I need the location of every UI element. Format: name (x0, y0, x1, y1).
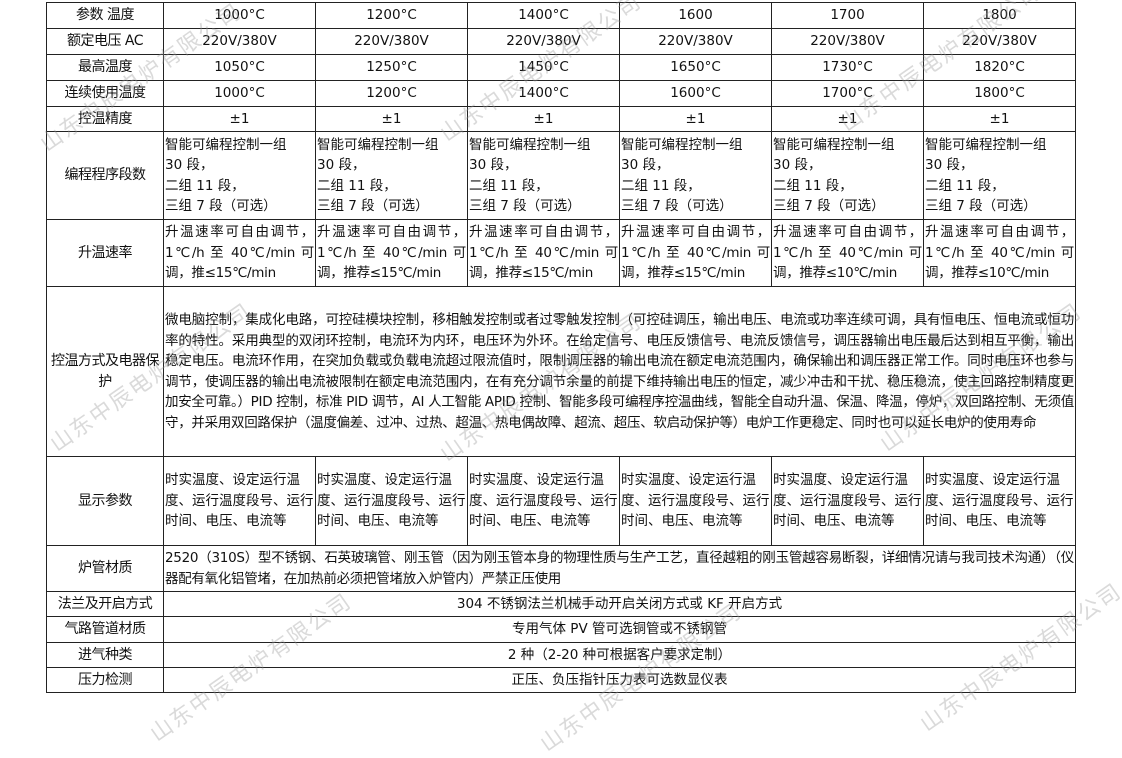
table-cell: 升温速率可自由调节，1℃/h 至 40℃/min 可调，推荐≤15℃/min (467, 219, 620, 287)
row-label: 炉管材质 (46, 545, 164, 592)
table-cell: 220V/380V (163, 28, 316, 55)
table-cell: 1450°C (467, 54, 620, 81)
table-row: 额定电压 AC 220V/380V 220V/380V 220V/380V 22… (46, 28, 1076, 55)
table-cell: ±1 (163, 106, 316, 132)
table-cell: 1700°C (771, 80, 924, 107)
table-cell: ±1 (771, 106, 924, 132)
row-label: 编程程序段数 (46, 131, 164, 220)
table-cell: 时实温度、设定运行温度、运行温度段号、运行时间、电压、电流等 (771, 456, 924, 546)
table-cell: 220V/380V (923, 28, 1076, 55)
table-row: 控温精度 ±1 ±1 ±1 ±1 ±1 ±1 (46, 106, 1076, 132)
table-cell: 智能可编程控制一组 30 段， 二组 11 段， 三组 7 段（可选） (771, 131, 924, 220)
table-cell: ±1 (315, 106, 468, 132)
pressure-value: 正压、负压指针压力表可选数显仪表 (163, 667, 1076, 693)
table-cell: 时实温度、设定运行温度、运行温度段号、运行时间、电压、电流等 (315, 456, 468, 546)
table-cell: 时实温度、设定运行温度、运行温度段号、运行时间、电压、电流等 (923, 456, 1076, 546)
table-cell: 1730°C (771, 54, 924, 81)
table-row-gas-types: 进气种类 2 种（2-20 种可根据客户要求定制） (46, 642, 1076, 668)
table-row: 编程程序段数 智能可编程控制一组 30 段， 二组 11 段， 三组 7 段（可… (46, 131, 1076, 220)
table-cell: 智能可编程控制一组 30 段， 二组 11 段， 三组 7 段（可选） (619, 131, 772, 220)
header-cell: 1000°C (163, 2, 316, 29)
header-cell: 1400°C (467, 2, 620, 29)
table-row: 最高温度 1050°C 1250°C 1450°C 1650°C 1730°C … (46, 54, 1076, 81)
table-row: 连续使用温度 1000°C 1200°C 1400°C 1600°C 1700°… (46, 80, 1076, 107)
table-cell: 升温速率可自由调节，1℃/h 至 40℃/min 可调，推荐≤10℃/min (923, 219, 1076, 287)
table-cell: 升温速率可自由调节，1℃/h 至 40℃/min 可调，推荐≤15℃/min (315, 219, 468, 287)
table-row-display: 显示参数 时实温度、设定运行温度、运行温度段号、运行时间、电压、电流等 时实温度… (46, 456, 1076, 546)
table-row-control: 控温方式及电器保护 微电脑控制，集成化电路，可控硅模块控制，移相触发控制或者过零… (46, 286, 1076, 457)
row-label: 额定电压 AC (46, 28, 164, 55)
header-cell: 1200°C (315, 2, 468, 29)
flange-value: 304 不锈钢法兰机械手动开启关闭方式或 KF 开启方式 (163, 591, 1076, 617)
table-row-gas-pipe: 气路管道材质 专用气体 PV 管可选铜管或不锈钢管 (46, 616, 1076, 643)
row-label: 控温精度 (46, 106, 164, 132)
table-row-flange: 法兰及开启方式 304 不锈钢法兰机械手动开启关闭方式或 KF 开启方式 (46, 591, 1076, 617)
table-cell: 升温速率可自由调节，1℃/h 至 40℃/min 可调，推荐≤15℃/min (619, 219, 772, 287)
table-header-row: 参数 温度 1000°C 1200°C 1400°C 1600 1700 180… (46, 2, 1076, 29)
table-cell: 1600°C (619, 80, 772, 107)
row-label: 控温方式及电器保护 (46, 286, 164, 457)
table-cell: 智能可编程控制一组 30 段， 二组 11 段， 三组 7 段（可选） (467, 131, 620, 220)
row-label: 显示参数 (46, 456, 164, 546)
header-cell: 1600 (619, 2, 772, 29)
table-cell: 1400°C (467, 80, 620, 107)
row-label: 连续使用温度 (46, 80, 164, 107)
header-label: 参数 温度 (46, 2, 164, 29)
table-cell: 智能可编程控制一组 30 段， 二组 11 段， 三组 7 段（可选） (923, 131, 1076, 220)
table-cell: 220V/380V (619, 28, 772, 55)
table-cell: 时实温度、设定运行温度、运行温度段号、运行时间、电压、电流等 (163, 456, 316, 546)
row-label: 升温速率 (46, 219, 164, 287)
table-cell: 220V/380V (315, 28, 468, 55)
table-cell: ±1 (619, 106, 772, 132)
row-label: 压力检测 (46, 667, 164, 693)
tube-description: 2520（310S）型不锈钢、石英玻璃管、刚玉管（因为刚玉管本身的物理性质与生产… (163, 545, 1076, 592)
header-cell: 1800 (923, 2, 1076, 29)
row-label: 最高温度 (46, 54, 164, 81)
table-row-pressure: 压力检测 正压、负压指针压力表可选数显仪表 (46, 667, 1076, 693)
table-cell: 升温速率可自由调节，1℃/h 至 40℃/min 可调，推≤15℃/min (163, 219, 316, 287)
table-cell: 时实温度、设定运行温度、运行温度段号、运行时间、电压、电流等 (619, 456, 772, 546)
header-cell: 1700 (771, 2, 924, 29)
table-cell: 1650°C (619, 54, 772, 81)
table-cell: 220V/380V (771, 28, 924, 55)
row-label: 进气种类 (46, 642, 164, 668)
table-cell: 1820°C (923, 54, 1076, 81)
table-cell: 1250°C (315, 54, 468, 81)
table-cell: 1800°C (923, 80, 1076, 107)
row-label: 气路管道材质 (46, 616, 164, 643)
table-cell: ±1 (467, 106, 620, 132)
control-description: 微电脑控制，集成化电路，可控硅模块控制，移相触发控制或者过零触发控制（可控硅调压… (163, 286, 1076, 457)
table-cell: 智能可编程控制一组 30 段， 二组 11 段， 三组 7 段（可选） (315, 131, 468, 220)
gas-pipe-value: 专用气体 PV 管可选铜管或不锈钢管 (163, 616, 1076, 643)
table-row-tube: 炉管材质 2520（310S）型不锈钢、石英玻璃管、刚玉管（因为刚玉管本身的物理… (46, 545, 1076, 592)
table-row: 升温速率 升温速率可自由调节，1℃/h 至 40℃/min 可调，推≤15℃/m… (46, 219, 1076, 287)
table-cell: 升温速率可自由调节，1℃/h 至 40℃/min 可调，推荐≤10℃/min (771, 219, 924, 287)
table-cell: 时实温度、设定运行温度、运行温度段号、运行时间、电压、电流等 (467, 456, 620, 546)
table-cell: 1200°C (315, 80, 468, 107)
spec-table: 参数 温度 1000°C 1200°C 1400°C 1600 1700 180… (46, 2, 1076, 693)
table-cell: 1000°C (163, 80, 316, 107)
gas-types-value: 2 种（2-20 种可根据客户要求定制） (163, 642, 1076, 668)
table-cell: 1050°C (163, 54, 316, 81)
table-cell: ±1 (923, 106, 1076, 132)
row-label: 法兰及开启方式 (46, 591, 164, 617)
table-cell: 智能可编程控制一组 30 段， 二组 11 段， 三组 7 段（可选） (163, 131, 316, 220)
table-cell: 220V/380V (467, 28, 620, 55)
